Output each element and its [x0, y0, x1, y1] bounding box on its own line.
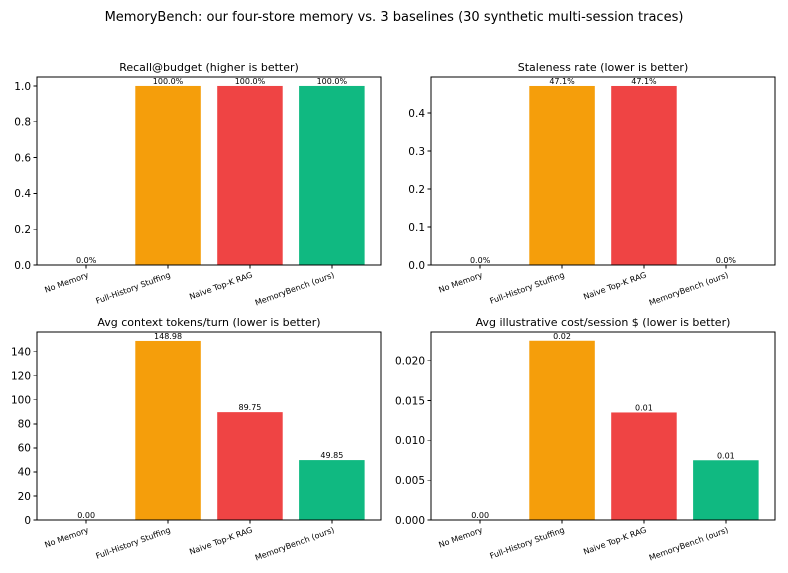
chart-title-cost: Avg illustrative cost/session $ (lower i…: [476, 316, 731, 329]
ytick-label-recall-3: 0.6: [14, 152, 31, 164]
bar-label-tokens-2: 89.75: [238, 403, 261, 412]
plot-frame-staleness: [430, 76, 776, 266]
bar-label-cost-3: 0.01: [717, 451, 735, 460]
bar-label-recall-1: 100.0%: [153, 77, 184, 86]
ytick-label-tokens-4: 80: [18, 419, 31, 431]
chart-staleness: Staleness rate (lower is better) 0.0% No …: [408, 61, 776, 308]
xtick-label-cost-0: No Memory: [438, 525, 485, 549]
xtick-label-tokens-0: No Memory: [44, 525, 91, 549]
bar-label-recall-0: 0.0%: [76, 256, 97, 265]
ytick-label-tokens-6: 120: [11, 371, 31, 383]
ytick-label-tokens-1: 20: [18, 491, 31, 503]
ytick-label-staleness-3: 0.3: [408, 146, 425, 158]
ytick-label-tokens-2: 40: [18, 467, 31, 479]
xtick-label-tokens-2: Naive Top-K RAG: [188, 525, 253, 556]
xtick-label-cost-1: Full-History Stuffing: [489, 525, 566, 560]
bar-label-staleness-3: 0.0%: [716, 256, 737, 265]
bar-staleness-2: [611, 85, 677, 265]
ytick-label-recall-0: 0.0: [14, 260, 31, 272]
ytick-label-tokens-7: 140: [11, 347, 31, 359]
bar-cost-3: [693, 460, 759, 520]
bar-tokens-1: [135, 340, 201, 520]
bar-label-cost-2: 0.01: [635, 403, 653, 412]
bar-label-cost-1: 0.02: [553, 332, 571, 341]
xtick-label-recall-2: Naive Top-K RAG: [188, 270, 253, 301]
xtick-label-tokens-3: MemoryBench (ours): [254, 525, 336, 562]
ytick-label-staleness-1: 0.1: [408, 222, 425, 234]
bar-recall-1: [135, 85, 201, 265]
bar-cost-1: [529, 340, 595, 520]
ytick-label-tokens-3: 60: [18, 443, 31, 455]
xtick-label-cost-2: Naive Top-K RAG: [582, 525, 647, 556]
bar-tokens-3: [299, 460, 365, 520]
bar-staleness-1: [529, 85, 595, 265]
bar-cost-2: [611, 412, 677, 520]
chart-title-tokens: Avg context tokens/turn (lower is better…: [97, 316, 320, 329]
bar-label-staleness-1: 47.1%: [549, 77, 575, 86]
xtick-label-staleness-3: MemoryBench (ours): [648, 270, 730, 307]
ytick-label-recall-1: 0.2: [14, 224, 31, 236]
xtick-label-tokens-1: Full-History Stuffing: [95, 525, 172, 560]
chart-cost: Avg illustrative cost/session $ (lower i…: [395, 316, 776, 563]
ytick-label-recall-5: 1.0: [14, 81, 31, 93]
bar-recall-3: [299, 85, 365, 265]
bar-recall-2: [217, 85, 283, 265]
chart-tokens: Avg context tokens/turn (lower is better…: [11, 316, 382, 563]
ytick-label-staleness-4: 0.4: [408, 108, 425, 120]
ytick-label-recall-4: 0.8: [14, 117, 31, 129]
xtick-label-recall-3: MemoryBench (ours): [254, 270, 336, 307]
bar-tokens-2: [217, 412, 283, 520]
ytick-label-tokens-5: 100: [11, 395, 31, 407]
bar-label-recall-3: 100.0%: [317, 77, 348, 86]
ytick-label-staleness-0: 0.0: [408, 260, 425, 272]
bar-label-tokens-3: 49.85: [320, 451, 343, 460]
ytick-label-staleness-2: 0.2: [408, 184, 425, 196]
ytick-label-cost-4: 0.020: [395, 355, 425, 367]
xtick-label-staleness-0: No Memory: [438, 270, 485, 294]
xtick-label-cost-3: MemoryBench (ours): [648, 525, 730, 562]
chart-recall: Recall@budget (higher is better) 0.0% No …: [14, 61, 382, 308]
bar-label-recall-2: 100.0%: [235, 77, 266, 86]
xtick-label-staleness-2: Naive Top-K RAG: [582, 270, 647, 301]
plot-frame-recall: [36, 76, 382, 266]
xtick-label-staleness-1: Full-History Stuffing: [489, 270, 566, 305]
ytick-label-recall-2: 0.4: [14, 188, 31, 200]
bar-label-tokens-1: 148.98: [154, 332, 182, 341]
ytick-label-cost-3: 0.015: [395, 395, 425, 407]
plot-frame-tokens: [36, 331, 382, 521]
ytick-label-cost-0: 0.000: [395, 515, 425, 527]
figure-title: MemoryBench: our four-store memory vs. 3…: [105, 10, 684, 25]
ytick-label-cost-2: 0.010: [395, 435, 425, 447]
xtick-label-recall-1: Full-History Stuffing: [95, 270, 172, 305]
xtick-label-recall-0: No Memory: [44, 270, 91, 294]
ytick-label-cost-1: 0.005: [395, 475, 425, 487]
ytick-label-tokens-0: 0: [24, 515, 31, 527]
plot-frame-cost: [430, 331, 776, 521]
bar-label-tokens-0: 0.00: [77, 511, 95, 520]
chart-title-staleness: Staleness rate (lower is better): [518, 61, 689, 74]
chart-title-recall: Recall@budget (higher is better): [119, 61, 299, 74]
bar-label-cost-0: 0.00: [471, 511, 489, 520]
bar-label-staleness-0: 0.0%: [470, 256, 491, 265]
bar-label-staleness-2: 47.1%: [631, 77, 657, 86]
